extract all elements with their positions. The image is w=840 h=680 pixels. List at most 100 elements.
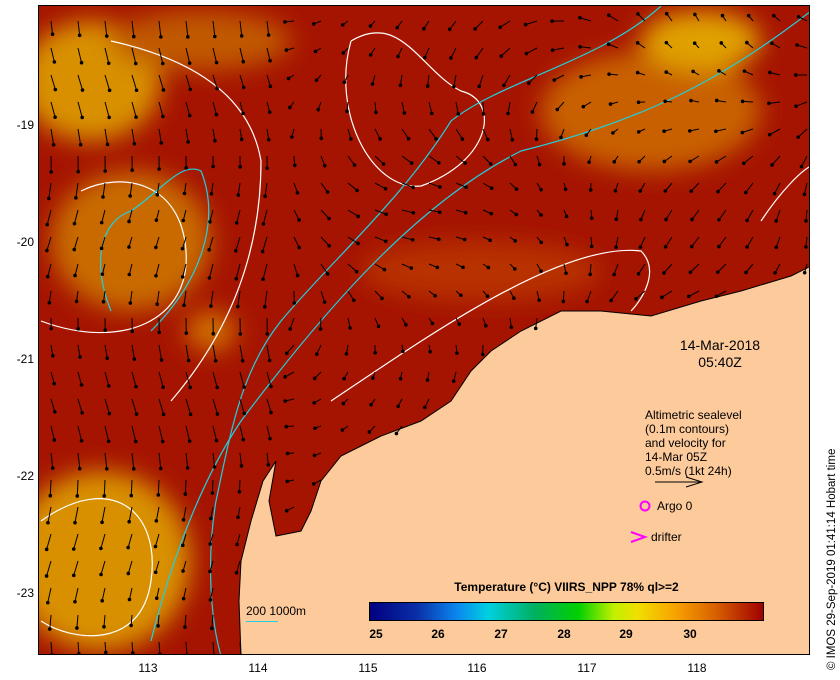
- velocity-arrow-head: [50, 466, 55, 470]
- velocity-arrow: [239, 74, 245, 88]
- velocity-arrow-head: [530, 110, 535, 114]
- velocity-arrow-head: [161, 385, 165, 389]
- velocity-arrow-head: [396, 54, 400, 59]
- velocity-arrow-head: [180, 543, 185, 548]
- velocity-arrow-head: [664, 70, 669, 74]
- velocity-arrow-head: [185, 466, 190, 470]
- velocity-arrow-head: [692, 41, 697, 46]
- velocity-arrow: [158, 641, 161, 654]
- velocity-arrow-head: [561, 299, 566, 304]
- velocity-arrow: [50, 101, 56, 118]
- velocity-arrow-head: [564, 214, 569, 219]
- velocity-arrow: [101, 209, 106, 223]
- velocity-arrow: [50, 371, 55, 384]
- velocity-arrow-head: [234, 221, 239, 225]
- velocity-arrow-head: [186, 35, 190, 39]
- velocity-arrow-head: [437, 237, 441, 242]
- velocity-arrow-head: [690, 217, 694, 222]
- velocity-arrow: [156, 182, 160, 195]
- velocity-arrow: [156, 290, 160, 305]
- velocity-arrow-head: [71, 547, 76, 551]
- velocity-arrow-head: [187, 61, 192, 65]
- velocity-arrow-head: [285, 451, 290, 456]
- velocity-arrow-head: [796, 135, 800, 139]
- velocity-arrow: [158, 74, 164, 91]
- velocity-arrow-head: [369, 402, 373, 407]
- velocity-arrow-head: [609, 298, 613, 303]
- velocity-arrow-head: [614, 217, 619, 222]
- colorbar-tick: 30: [683, 627, 697, 641]
- velocity-arrow: [239, 371, 245, 388]
- velocity-arrow: [509, 128, 513, 140]
- velocity-arrow: [77, 398, 83, 413]
- velocity-arrow-head: [460, 137, 465, 141]
- velocity-arrow-head: [263, 194, 267, 199]
- bathymetry-legend-line: [246, 621, 278, 622]
- velocity-arrow-head: [345, 109, 349, 114]
- velocity-arrow-head: [636, 272, 641, 276]
- velocity-arrow: [455, 155, 466, 164]
- velocity-arrow-head: [514, 187, 519, 191]
- velocity-arrow-head: [449, 56, 453, 60]
- velocity-arrow: [100, 560, 106, 575]
- velocity-arrow-head: [767, 101, 771, 106]
- velocity-arrow-head: [447, 27, 452, 32]
- velocity-arrow-head: [292, 301, 297, 305]
- velocity-arrow-head: [664, 217, 668, 222]
- velocity-arrow: [401, 209, 414, 214]
- velocity-arrow-head: [290, 135, 294, 139]
- velocity-arrow-head: [562, 161, 566, 166]
- velocity-arrow-head: [101, 195, 105, 199]
- velocity-arrow: [453, 74, 457, 87]
- velocity-arrow-head: [423, 405, 427, 410]
- velocity-arrow: [745, 263, 754, 273]
- velocity-arrow-head: [688, 270, 693, 275]
- velocity-arrow: [185, 344, 190, 361]
- time-text: 05:40Z: [698, 354, 742, 370]
- velocity-arrow: [50, 344, 54, 356]
- velocity-arrow-head: [234, 570, 239, 575]
- velocity-arrow: [48, 182, 52, 199]
- velocity-arrow: [663, 263, 673, 274]
- velocity-arrow: [185, 398, 192, 415]
- colorbar-tick: 28: [557, 627, 571, 641]
- velocity-arrow-head: [663, 245, 668, 249]
- velocity-arrow: [128, 506, 133, 522]
- velocity-arrow-head: [368, 24, 373, 28]
- velocity-arrow: [154, 533, 160, 547]
- velocity-arrow-head: [376, 324, 381, 329]
- velocity-arrow-head: [284, 508, 289, 513]
- velocity-arrow-head: [526, 81, 531, 85]
- velocity-arrow-head: [99, 220, 104, 225]
- velocity-arrow-head: [688, 159, 692, 164]
- velocity-arrow: [716, 290, 727, 297]
- velocity-arrow-head: [106, 439, 111, 444]
- velocity-arrow: [401, 155, 412, 164]
- velocity-arrow-head: [513, 267, 517, 271]
- velocity-arrow-head: [127, 219, 131, 224]
- velocity-arrow-head: [355, 188, 359, 193]
- velocity-arrow-head: [693, 12, 697, 17]
- velocity-arrow: [237, 182, 241, 196]
- velocity-arrow-head: [509, 325, 514, 330]
- velocity-arrow-head: [153, 570, 158, 575]
- velocity-arrow: [554, 74, 565, 81]
- velocity-arrow: [745, 182, 754, 193]
- velocity-arrow-head: [319, 136, 324, 141]
- velocity-arrow: [266, 398, 272, 413]
- velocity-arrow: [239, 20, 243, 36]
- velocity-arrow-head: [559, 135, 563, 140]
- velocity-arrow-head: [719, 41, 724, 45]
- velocity-arrow-head: [72, 247, 77, 252]
- velocity-arrow-head: [437, 160, 441, 165]
- velocity-arrow-head: [260, 249, 265, 254]
- velocity-arrow-head: [746, 13, 751, 18]
- velocity-arrow-head: [44, 547, 49, 552]
- velocity-arrow-head: [73, 599, 77, 604]
- velocity-arrow-head: [127, 597, 132, 602]
- velocity-arrow-head: [208, 516, 213, 521]
- velocity-arrow-head: [689, 98, 693, 103]
- velocity-arrow-head: [514, 212, 519, 217]
- velocity-arrow: [262, 236, 268, 252]
- velocity-arrow: [50, 47, 55, 63]
